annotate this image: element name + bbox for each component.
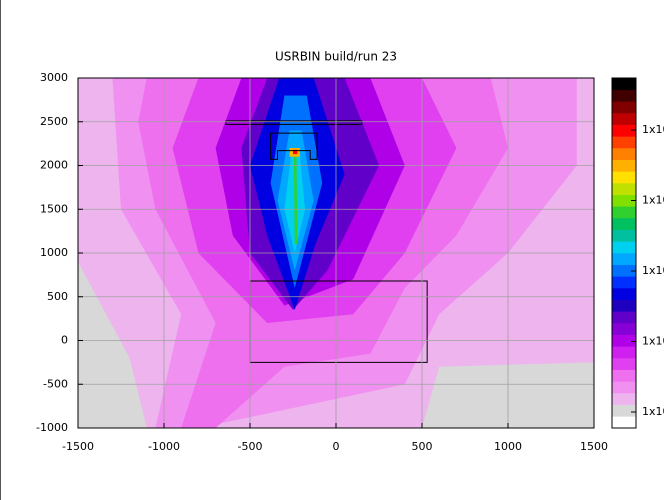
colorbar-label: 1x10 <box>642 194 664 207</box>
colorbar-label: 1x10 <box>642 335 664 348</box>
colorbar-swatch <box>612 369 636 382</box>
colorbar-swatch <box>612 78 636 90</box>
y-tick-label: 0 <box>61 334 68 347</box>
colorbar-swatch <box>612 229 636 242</box>
x-tick-label: 0 <box>333 440 340 453</box>
x-tick-label: -1500 <box>62 440 94 453</box>
colorbar-swatch <box>612 124 636 137</box>
geometry-outline <box>270 132 318 160</box>
colorbar-swatch <box>612 253 636 265</box>
colorbar-swatch <box>612 101 636 114</box>
colorbar-swatch <box>612 276 636 289</box>
colorbar-swatch <box>612 89 636 102</box>
geometry-outline <box>225 120 363 125</box>
colorbar-label: 1x10 <box>642 264 664 277</box>
colorbar-swatch <box>612 218 636 230</box>
colorbar-swatch <box>612 159 636 172</box>
x-tick-label: -500 <box>238 440 263 453</box>
colorbar-swatch <box>612 171 636 184</box>
colorbar-swatch <box>612 311 636 324</box>
colorbar-swatch <box>612 264 636 277</box>
y-tick-label: 2000 <box>40 159 68 172</box>
contour-region <box>293 152 298 245</box>
y-tick-label: -500 <box>43 377 68 390</box>
colorbar-swatch <box>612 393 636 405</box>
colorbar-swatch <box>612 346 636 359</box>
y-tick-label: 2500 <box>40 115 68 128</box>
y-tick-label: 3000 <box>40 71 68 84</box>
x-tick-label: -1000 <box>148 440 180 453</box>
colorbar-swatch <box>612 194 636 207</box>
colorbar-swatch <box>612 404 636 417</box>
colorbar-swatch <box>612 381 636 394</box>
colorbar-swatch <box>612 416 636 429</box>
y-tick-label: 1000 <box>40 246 68 259</box>
colorbar-swatch <box>612 148 636 160</box>
colorbar-label: 1x10 <box>642 123 664 136</box>
colorbar-swatch <box>612 113 636 125</box>
chart-title: USRBIN build/run 23 <box>275 50 397 64</box>
colorbar-swatch <box>612 299 636 312</box>
colorbar-swatch <box>612 334 636 347</box>
y-tick-label: -1000 <box>36 421 68 434</box>
colorbar-swatch <box>612 136 636 149</box>
colorbar-swatch <box>612 288 636 300</box>
x-tick-label: 1500 <box>580 440 608 453</box>
y-tick-label: 500 <box>47 290 68 303</box>
colorbar-swatch <box>612 241 636 254</box>
colorbar-label: 1x10 <box>642 405 664 418</box>
y-tick-label: 1500 <box>40 202 68 215</box>
x-tick-label: 500 <box>412 440 433 453</box>
colorbar-frame <box>611 77 637 429</box>
colorbar-swatch <box>612 183 636 195</box>
x-tick-label: 1000 <box>494 440 522 453</box>
colorbar-swatch <box>612 323 636 335</box>
colorbar-swatch <box>612 358 636 370</box>
plot-frame <box>77 77 595 429</box>
colorbar-swatch <box>612 206 636 219</box>
